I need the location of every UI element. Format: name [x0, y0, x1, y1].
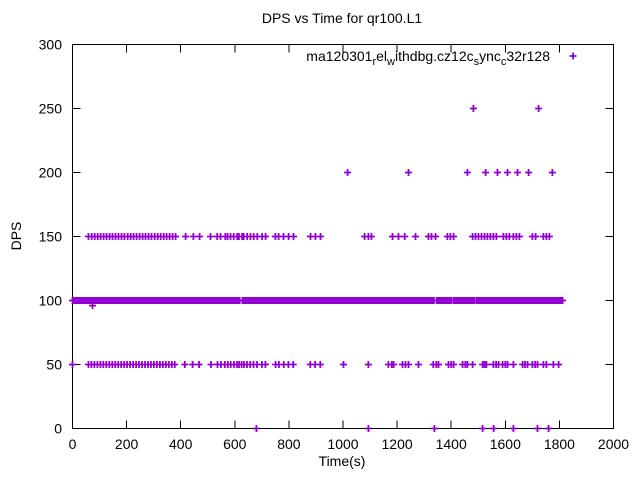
legend-text-segment: el — [376, 48, 388, 64]
data-point-markers — [69, 105, 567, 432]
y-tick-label: 200 — [39, 165, 63, 181]
legend-subscript: r — [372, 55, 377, 68]
x-tick-label: 200 — [115, 436, 139, 452]
x-tick-label: 1000 — [327, 436, 358, 452]
y-tick-label: 250 — [39, 101, 63, 117]
x-tick-label: 1400 — [436, 436, 467, 452]
y-axis-label: DPS — [8, 221, 24, 251]
legend-text-segment: ma120301 — [306, 48, 373, 64]
x-tick-label: 1800 — [544, 436, 575, 452]
chart-title: DPS vs Time for qr100.L1 — [261, 10, 423, 26]
axis-ticks — [72, 44, 614, 429]
legend: ma120301relwithdbg.cz12csyncc32r128 — [306, 48, 550, 67]
x-tick-label: 800 — [277, 436, 301, 452]
x-tick-label: 1600 — [490, 436, 521, 452]
y-tick-label: 300 — [39, 37, 63, 53]
x-tick-label: 400 — [169, 436, 193, 452]
y-tick-label: 0 — [54, 421, 62, 437]
legend-subscript: w — [387, 55, 395, 68]
x-tick-label: 600 — [223, 436, 247, 452]
legend-label: ma120301relwithdbg.cz12csyncc32r128 — [306, 48, 550, 67]
legend-text-segment: ithdbg.cz12c — [395, 48, 474, 64]
x-tick-label: 0 — [69, 436, 77, 452]
x-axis-label: Time(s) — [318, 453, 366, 469]
x-tick-label: 1200 — [382, 436, 413, 452]
legend-marker-icon — [569, 52, 577, 60]
y-tick-label: 150 — [39, 229, 63, 245]
y-tick-label: 50 — [46, 357, 62, 373]
legend-text-segment: 32r128 — [506, 48, 550, 64]
legend-subscript: c — [500, 55, 507, 68]
legend-text-segment: ync — [479, 48, 501, 64]
x-tick-label: 2000 — [598, 436, 629, 452]
y-tick-label: 100 — [39, 293, 63, 309]
legend-subscript: s — [473, 55, 480, 68]
